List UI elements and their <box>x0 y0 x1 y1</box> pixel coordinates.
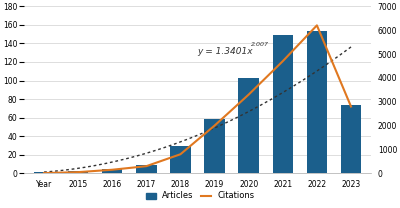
Bar <box>102 169 122 173</box>
Bar <box>204 119 225 173</box>
Bar <box>34 172 54 173</box>
Bar <box>136 165 156 173</box>
Text: y = 1.3401x: y = 1.3401x <box>198 47 253 56</box>
Bar <box>238 78 259 173</box>
Bar <box>272 35 293 173</box>
Bar <box>307 31 327 173</box>
Bar <box>170 146 191 173</box>
Legend: Articles, Citations: Articles, Citations <box>142 188 258 204</box>
Bar <box>341 105 361 173</box>
Bar <box>68 171 88 173</box>
Text: 2.007: 2.007 <box>251 42 269 47</box>
